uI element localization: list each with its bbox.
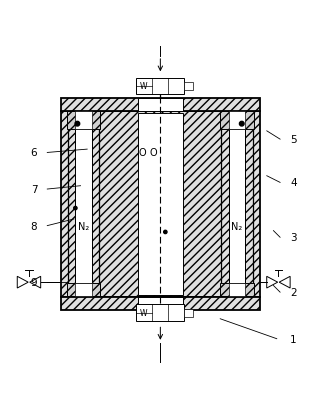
- Bar: [136, 305, 184, 321]
- Text: O: O: [138, 148, 146, 158]
- Bar: [60, 297, 260, 310]
- Circle shape: [75, 122, 80, 127]
- Bar: [220, 283, 254, 297]
- Text: 9: 9: [31, 277, 37, 288]
- Bar: [75, 113, 92, 296]
- Bar: [228, 113, 245, 296]
- Bar: [68, 113, 100, 296]
- Bar: [138, 99, 183, 112]
- Text: O: O: [150, 148, 158, 158]
- Text: 8: 8: [31, 221, 37, 231]
- Bar: [68, 113, 75, 296]
- Text: W: W: [140, 308, 147, 317]
- Bar: [136, 79, 184, 95]
- Text: 1: 1: [290, 334, 297, 344]
- Circle shape: [239, 122, 244, 127]
- Text: W: W: [140, 82, 147, 91]
- Text: N₂: N₂: [231, 222, 242, 232]
- Text: 3: 3: [290, 233, 297, 243]
- Bar: [60, 112, 260, 297]
- Text: N₂: N₂: [78, 222, 89, 232]
- Bar: [221, 113, 228, 296]
- Bar: [228, 283, 245, 297]
- Bar: [60, 99, 260, 112]
- Text: 2: 2: [290, 288, 297, 297]
- Text: 6: 6: [31, 148, 37, 158]
- Bar: [184, 83, 193, 91]
- Bar: [228, 112, 245, 130]
- Bar: [220, 112, 254, 130]
- Text: 7: 7: [31, 184, 37, 195]
- Bar: [92, 113, 100, 296]
- Circle shape: [164, 231, 167, 234]
- Bar: [245, 113, 253, 296]
- Bar: [138, 297, 183, 310]
- Bar: [75, 112, 92, 130]
- Bar: [138, 113, 183, 296]
- Bar: [138, 113, 183, 296]
- Bar: [75, 283, 92, 297]
- Text: 4: 4: [290, 178, 297, 188]
- Bar: [67, 112, 101, 130]
- Text: 5: 5: [290, 135, 297, 145]
- Bar: [67, 283, 101, 297]
- Bar: [184, 309, 193, 317]
- Circle shape: [74, 207, 77, 210]
- Bar: [221, 113, 253, 296]
